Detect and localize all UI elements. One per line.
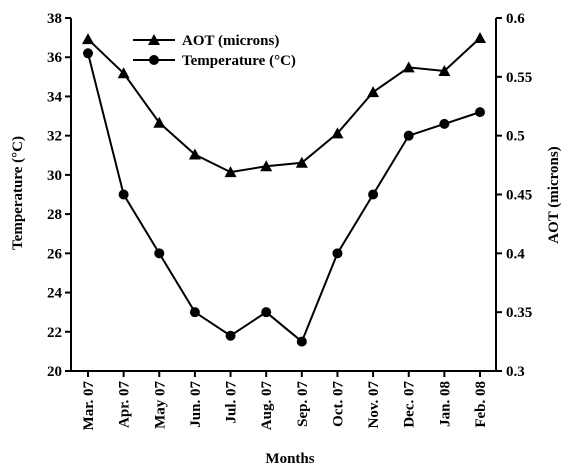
x-axis-title: Months bbox=[265, 451, 314, 467]
aot-point bbox=[188, 148, 201, 160]
left-tick-label: 20 bbox=[47, 364, 62, 380]
y-axis-title: Temperature (°C) bbox=[10, 136, 26, 250]
aot-point bbox=[224, 166, 237, 178]
left-axis-ticks: 20 22 24 26 28 30 32 34 36 38 bbox=[47, 11, 71, 380]
left-tick-label: 24 bbox=[47, 286, 63, 302]
temperature-point bbox=[189, 307, 200, 318]
y2-axis-title: AOT (microns) bbox=[546, 146, 562, 243]
left-tick-label: 34 bbox=[47, 89, 63, 105]
x-tick-label: Feb. 08 bbox=[473, 381, 489, 428]
legend-temp-marker bbox=[149, 55, 159, 65]
temperature-point bbox=[225, 330, 236, 341]
temperature-point bbox=[83, 48, 93, 59]
aot-point bbox=[402, 61, 415, 73]
series-lines bbox=[87, 37, 481, 344]
right-tick-label: 0.6 bbox=[506, 11, 525, 27]
temperature-point bbox=[296, 336, 307, 347]
x-tick-label: Jul. 07 bbox=[224, 381, 240, 424]
temperature-point bbox=[475, 107, 485, 118]
temperature-point bbox=[261, 307, 272, 318]
left-tick-label: 38 bbox=[47, 11, 62, 27]
x-tick-label: Dec. 07 bbox=[402, 381, 418, 428]
aot-point bbox=[438, 64, 451, 76]
axes bbox=[70, 18, 497, 372]
x-tick-label: Apr. 07 bbox=[117, 381, 133, 428]
left-tick-label: 36 bbox=[47, 50, 63, 66]
aot-point bbox=[153, 116, 166, 128]
aot-point bbox=[474, 32, 486, 44]
series-markers bbox=[82, 32, 486, 347]
legend: AOT (microns) Temperature (°C) bbox=[133, 33, 296, 69]
x-tick-label: May 07 bbox=[152, 381, 168, 429]
aot-point bbox=[117, 67, 130, 79]
series-line-aot bbox=[87, 37, 481, 174]
x-tick-label: Mar. 07 bbox=[81, 381, 97, 431]
temperature-point bbox=[403, 130, 414, 141]
aot-point bbox=[82, 33, 94, 45]
x-tick-label: Oct. 07 bbox=[330, 381, 346, 427]
left-tick-label: 30 bbox=[47, 168, 62, 184]
x-tick-label: Sep. 07 bbox=[295, 381, 311, 427]
aot-point bbox=[367, 86, 380, 98]
temperature-point bbox=[439, 118, 450, 129]
aot-point bbox=[295, 156, 308, 168]
right-tick-label: 0.45 bbox=[506, 188, 532, 204]
left-tick-label: 22 bbox=[47, 325, 62, 341]
temperature-point bbox=[154, 248, 165, 259]
right-tick-label: 0.4 bbox=[506, 246, 525, 262]
legend-temp-label: Temperature (°C) bbox=[182, 53, 296, 69]
left-tick-label: 28 bbox=[47, 207, 62, 223]
right-tick-label: 0.5 bbox=[506, 129, 525, 145]
series-line-temperature bbox=[87, 53, 481, 344]
legend-aot-marker bbox=[148, 34, 160, 45]
right-tick-label: 0.3 bbox=[506, 364, 525, 380]
x-tick-label: Aug. 07 bbox=[259, 381, 275, 431]
left-tick-label: 26 bbox=[47, 246, 63, 262]
temperature-point bbox=[118, 189, 129, 200]
temperature-point bbox=[332, 248, 343, 259]
temperature-point bbox=[368, 189, 379, 200]
left-tick-label: 32 bbox=[47, 129, 62, 145]
legend-aot-label: AOT (microns) bbox=[182, 33, 279, 49]
right-tick-label: 0.35 bbox=[506, 305, 532, 321]
aot-point bbox=[260, 160, 273, 172]
right-axis-ticks: 0.3 0.35 0.4 0.45 0.5 0.55 0.6 bbox=[496, 11, 532, 380]
x-tick-label: Jan. 08 bbox=[437, 381, 453, 427]
x-tick-label: Nov. 07 bbox=[366, 381, 382, 429]
aot-point bbox=[331, 127, 344, 139]
x-axis-ticks: Mar. 07 Apr. 07 May 07 Jun. 07 Jul. 07 Aug. 0… bbox=[81, 371, 489, 430]
x-tick-label: Jun. 07 bbox=[188, 381, 204, 428]
right-tick-label: 0.55 bbox=[506, 70, 532, 86]
